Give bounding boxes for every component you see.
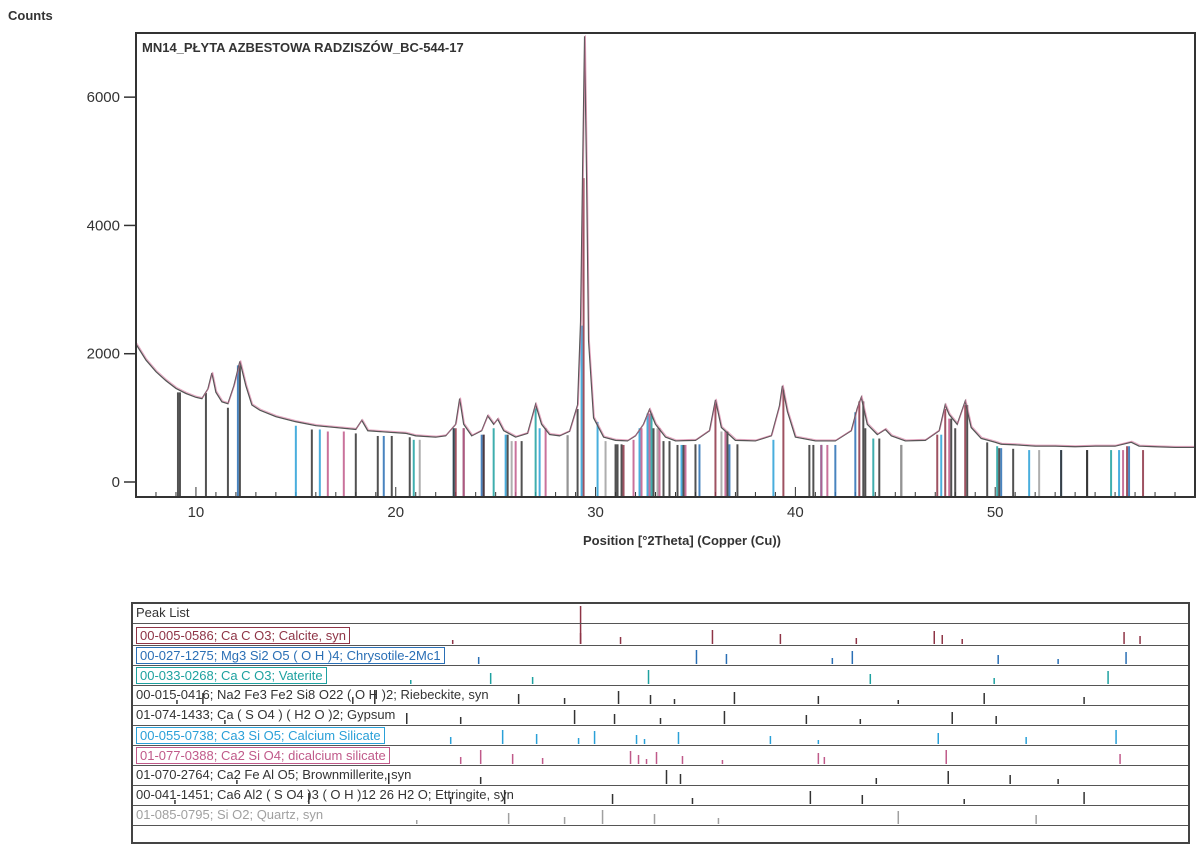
peak-list-row: 01-077-0388; Ca2 Si O4; dicalcium silica… bbox=[133, 746, 1188, 766]
peak-list-row: 00-015-0416; Na2 Fe3 Fe2 Si8 O22 ( O H )… bbox=[133, 686, 1188, 706]
reference-pattern-label: 01-070-2764; Ca2 Fe Al O5; Brownmillerit… bbox=[136, 767, 412, 782]
plot-title: MN14_PŁYTA AZBESTOWA RADZISZÓW_BC-544-17 bbox=[142, 40, 464, 55]
x-tick-label: 10 bbox=[188, 504, 205, 521]
x-tick-label: 30 bbox=[587, 504, 604, 521]
peak-list-row: 00-055-0738; Ca3 Si O5; Calcium Silicate bbox=[133, 726, 1188, 746]
diffraction-pattern-line bbox=[135, 36, 1195, 449]
y-tick-label: 4000 bbox=[87, 217, 120, 234]
peak-list-row: 00-033-0268; Ca C O3; Vaterite bbox=[133, 666, 1188, 686]
peak-list-label: Peak List bbox=[136, 605, 190, 620]
reference-pattern-label: 00-033-0268; Ca C O3; Vaterite bbox=[136, 667, 327, 684]
y-tick-label: 0 bbox=[112, 474, 120, 491]
x-tick-label: 20 bbox=[387, 504, 404, 521]
reference-pattern-label: 00-005-0586; Ca C O3; Calcite, syn bbox=[136, 627, 350, 644]
reference-pattern-label: 01-074-1433; Ca ( S O4 ) ( H2 O )2; Gyps… bbox=[136, 707, 396, 722]
x-axis-label: Position [°2Theta] (Copper (Cu)) bbox=[583, 533, 781, 548]
peak-list-panel: Peak List 00-005-0586; Ca C O3; Calcite,… bbox=[131, 602, 1190, 844]
reference-pattern-label: 00-055-0738; Ca3 Si O5; Calcium Silicate bbox=[136, 727, 385, 744]
y-tick-label: 2000 bbox=[87, 346, 120, 363]
peak-list-row: 01-085-0795; Si O2; Quartz, syn bbox=[133, 806, 1188, 826]
y-axis-label: Counts bbox=[8, 8, 53, 23]
x-tick-label: 50 bbox=[987, 504, 1004, 521]
calculated-profile-line bbox=[136, 35, 1196, 447]
reference-pattern-label: 01-085-0795; Si O2; Quartz, syn bbox=[136, 807, 324, 822]
peak-list-row: 01-074-1433; Ca ( S O4 ) ( H2 O )2; Gyps… bbox=[133, 706, 1188, 726]
peak-list-row: 00-005-0586; Ca C O3; Calcite, syn bbox=[133, 626, 1188, 646]
xrd-chart: Counts 0 2000 4000 6000 10 20 30 40 50 MN14_PŁY… bbox=[8, 8, 1196, 548]
reference-pattern-label: 00-027-1275; Mg3 Si2 O5 ( O H )4; Chryso… bbox=[136, 647, 445, 664]
peak-list-row: 01-070-2764; Ca2 Fe Al O5; Brownmillerit… bbox=[133, 766, 1188, 786]
reference-stick-overlay bbox=[174, 606, 1141, 824]
peak-list-header: Peak List bbox=[133, 604, 1188, 624]
peak-list-row: 00-027-1275; Mg3 Si2 O5 ( O H )4; Chryso… bbox=[133, 646, 1188, 666]
plot-frame bbox=[135, 32, 1196, 498]
reference-pattern-label: 00-041-1451; Ca6 Al2 ( S O4 )3 ( O H )12… bbox=[136, 787, 514, 802]
reference-pattern-label: 00-015-0416; Na2 Fe3 Fe2 Si8 O22 ( O H )… bbox=[136, 687, 489, 702]
reference-pattern-label: 01-077-0388; Ca2 Si O4; dicalcium silica… bbox=[136, 747, 390, 764]
peak-list-row: 00-041-1451; Ca6 Al2 ( S O4 )3 ( O H )12… bbox=[133, 786, 1188, 806]
y-tick-label: 6000 bbox=[87, 89, 120, 106]
x-tick-label: 40 bbox=[787, 504, 804, 521]
